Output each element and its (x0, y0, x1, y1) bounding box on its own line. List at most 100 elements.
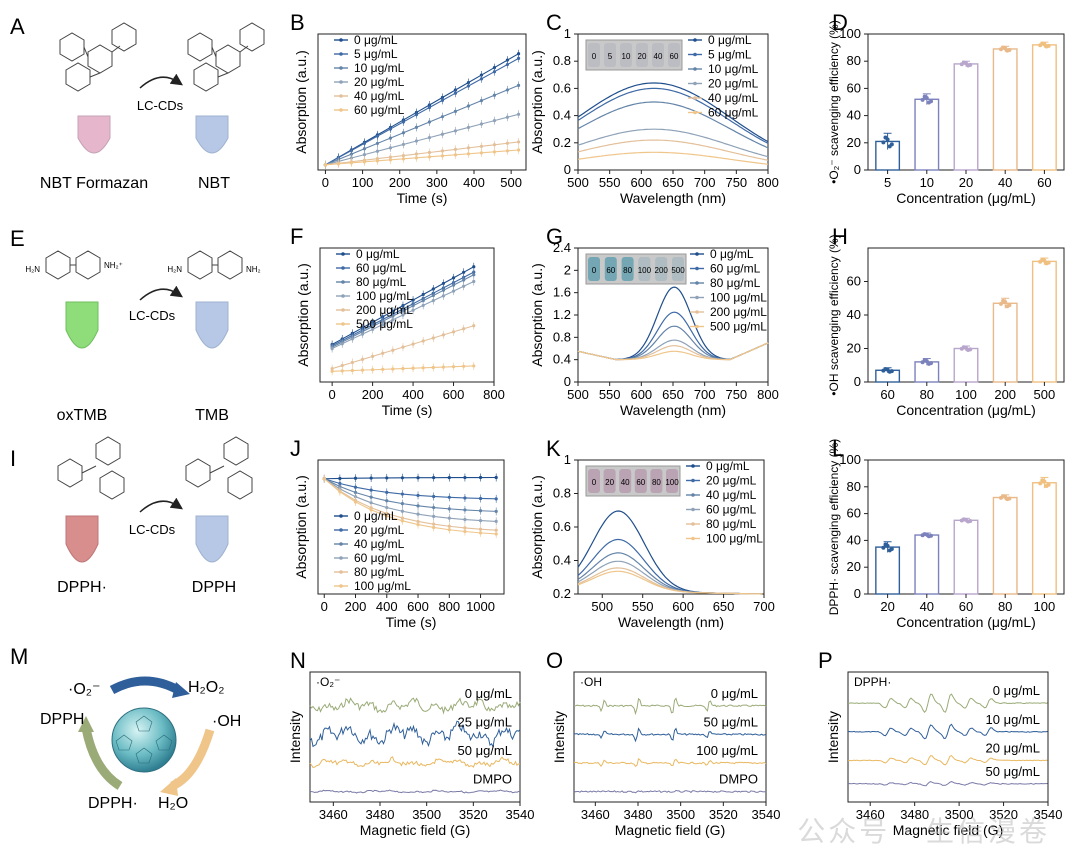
data-point (375, 134, 380, 138)
vial-label: 80 (623, 266, 632, 275)
data-point (360, 332, 365, 336)
legend-entry: 40 μg/mL (708, 91, 759, 105)
legend-entry: 80 μg/mL (710, 276, 761, 290)
legend-entry: 60 μg/mL (354, 551, 405, 565)
watermark: 公众号 · 生信漫卷 (797, 815, 1050, 848)
data-point (401, 367, 405, 371)
data-point (441, 294, 446, 298)
esr-trace (847, 781, 1048, 787)
y-tick-label: 60 (847, 274, 861, 289)
replicate-point (926, 100, 931, 105)
panel-letter-A: A (10, 14, 25, 39)
data-point (440, 154, 445, 158)
data-point (479, 144, 484, 148)
spectrum-line (577, 342, 769, 361)
replicate-point (998, 301, 1003, 306)
bar (953, 347, 979, 383)
legend-entry: 10 μg/mL (354, 61, 405, 75)
data-point (494, 532, 498, 536)
x-tick-label: 600 (630, 387, 652, 402)
panel-letter: H (832, 224, 848, 249)
vial (636, 43, 648, 67)
legend-entry: 500 μg/mL (710, 320, 767, 334)
category-label: 100 (1034, 599, 1056, 614)
bar (1031, 44, 1057, 171)
vial (604, 43, 616, 67)
vial (668, 43, 680, 67)
data-point (494, 519, 498, 524)
data-point (369, 501, 373, 505)
y-tick-label: 1 (564, 26, 571, 41)
legend-entry: 80 μg/mL (354, 565, 405, 579)
data-point (431, 365, 435, 370)
replicate-point (922, 532, 927, 537)
tube-dpph (195, 515, 229, 563)
legend-entry: 100 μg/mL (706, 532, 763, 546)
replicate-point (922, 358, 927, 363)
y-axis-label: Absorption (a.u.) (295, 263, 311, 367)
replicate-point (1044, 261, 1049, 266)
x-axis-label: Wavelength (nm) (620, 190, 726, 206)
replicate-point (883, 135, 888, 140)
x-tick-label: 600 (443, 387, 465, 402)
vial-label: 200 (655, 266, 669, 275)
y-tick-label: 0 (854, 374, 861, 389)
panel-letter: J (290, 436, 301, 461)
data-point (447, 507, 451, 511)
molecule-oxtmb (45, 250, 101, 280)
category-label: 500 (1034, 387, 1056, 402)
x-axis-label: Magnetic field (G) (360, 822, 470, 838)
reaction-arrow (139, 497, 183, 513)
molecule-dpph (185, 436, 253, 500)
legend-entry: 60 μg/mL (708, 106, 759, 120)
vial-label: 60 (606, 266, 615, 275)
chart-F: F 0 200 400 600 800 Time (s) Absorption (a.u.) 0… (290, 224, 505, 418)
data-point (414, 139, 419, 143)
vial (620, 43, 632, 67)
data-point (427, 155, 432, 159)
replicate-point (961, 345, 966, 350)
molecule-nbt-formazan (59, 22, 137, 92)
replicate-point (1040, 41, 1045, 46)
replicate-point (922, 94, 927, 99)
vial (652, 43, 664, 67)
x-tick-label: 0 (322, 175, 329, 190)
data-point (494, 475, 498, 480)
x-tick-label: 3460 (319, 807, 348, 822)
data-point (453, 147, 458, 152)
esr-trace (848, 693, 1048, 713)
data-point (478, 509, 483, 513)
spectrum-line (577, 570, 763, 595)
data-point (453, 153, 458, 157)
data-point (516, 56, 521, 61)
data-point (492, 70, 497, 74)
y-tick-label: 0.2 (553, 586, 571, 601)
trace-label: 25 μg/mL (458, 714, 512, 729)
x-tick-label: 200 (362, 387, 384, 402)
legend-entry: 40 μg/mL (354, 537, 405, 551)
data-point (447, 528, 451, 532)
x-axis-label: Time (s) (397, 190, 448, 206)
legend-entry: 20 μg/mL (354, 75, 405, 89)
legend-entry: 100 μg/mL (710, 291, 767, 305)
category-label: 20 (959, 175, 973, 190)
bar (953, 63, 979, 171)
x-axis-label: Time (s) (386, 614, 437, 630)
vial (588, 469, 600, 493)
x-axis-label: Concentration (μg/mL) (896, 614, 1036, 630)
category-label: 80 (920, 387, 934, 402)
data-point (323, 163, 328, 167)
x-axis-label: Time (s) (382, 402, 433, 418)
data-point (353, 476, 358, 480)
panel-letter: G (546, 224, 563, 249)
data-point (447, 495, 451, 499)
scheme-I: I LC-CDs DPPH· DPPH (10, 436, 253, 596)
y-tick-label: 0.8 (553, 486, 571, 501)
replicate-point (1005, 48, 1010, 53)
legend-entry: 80 μg/mL (706, 517, 757, 531)
data-point (451, 283, 456, 287)
data-point (381, 367, 385, 371)
